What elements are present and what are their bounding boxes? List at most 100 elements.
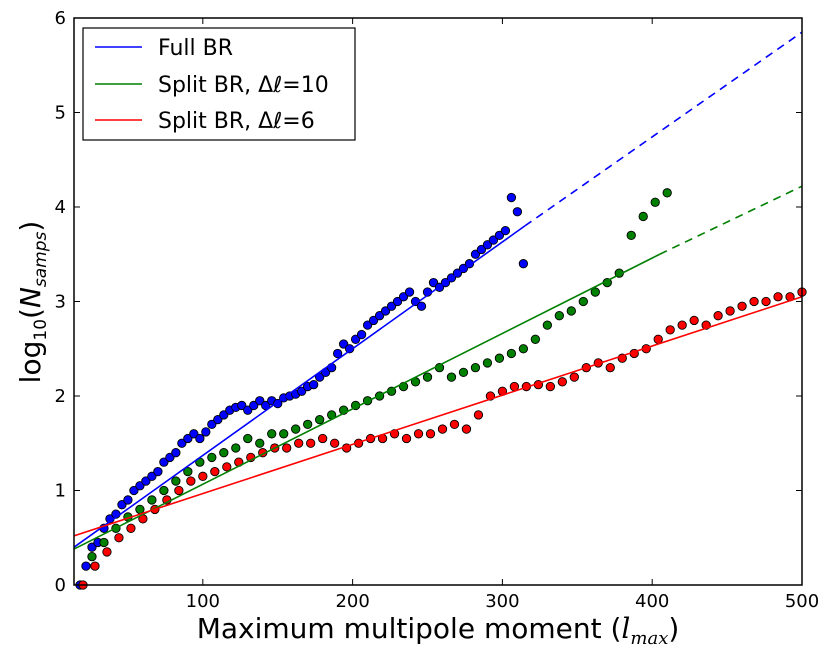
x-axis-label: Maximum multipole moment (lmax) bbox=[197, 612, 680, 649]
x-tick-label-400: 400 bbox=[635, 591, 669, 612]
legend-label-split-br-10: Split BR, Δℓ=10 bbox=[158, 73, 329, 98]
x-tick-label-100: 100 bbox=[186, 591, 220, 612]
data-point-split-br-6-20 bbox=[318, 433, 328, 444]
data-point-split-br-6-17 bbox=[282, 443, 292, 453]
data-point-full-br-51 bbox=[380, 306, 391, 316]
data-point-split-br-6-58 bbox=[773, 292, 783, 302]
y-axis-label-var: N bbox=[14, 287, 47, 308]
data-point-split-br-6-4 bbox=[126, 523, 136, 533]
data-point-full-br-68 bbox=[482, 240, 493, 250]
data-point-split-br-6-44 bbox=[605, 362, 615, 373]
data-point-full-br-66 bbox=[470, 249, 481, 259]
data-point-split-br-10-4 bbox=[135, 504, 145, 515]
data-point-split-br-6-2 bbox=[102, 547, 112, 557]
y-tick-label-1: 1 bbox=[55, 481, 66, 502]
data-point-full-br-21 bbox=[201, 427, 211, 437]
data-point-split-br-6-18 bbox=[294, 438, 304, 448]
data-point-split-br-10-10 bbox=[207, 452, 217, 463]
data-point-full-br-11 bbox=[141, 476, 151, 486]
x-axis-label-close: ) bbox=[668, 612, 679, 645]
axis-ticks: 100 200 300 400 500 0 1 2 3 4 5 6 bbox=[55, 8, 820, 612]
data-point-split-br-10-39 bbox=[554, 311, 564, 321]
data-point-full-br-47 bbox=[356, 329, 367, 340]
data-point-full-br-15 bbox=[165, 452, 175, 463]
data-point-full-br-18 bbox=[183, 433, 193, 444]
data-point-full-br-27 bbox=[237, 400, 247, 411]
data-point-split-br-10-40 bbox=[566, 306, 576, 316]
data-point-split-br-10-19 bbox=[315, 414, 325, 425]
data-point-full-br-74 bbox=[518, 259, 529, 269]
data-point-split-br-10-14 bbox=[255, 438, 265, 448]
data-point-split-br-10-13 bbox=[243, 433, 253, 444]
y-tick-label-6: 6 bbox=[55, 8, 66, 29]
data-point-split-br-6-29 bbox=[425, 429, 436, 439]
y-tick-label-4: 4 bbox=[55, 197, 66, 218]
data-point-split-br-6-56 bbox=[749, 296, 759, 307]
data-point-full-br-69 bbox=[488, 235, 499, 245]
data-point-full-br-16 bbox=[171, 448, 181, 458]
data-point-full-br-54 bbox=[398, 292, 409, 302]
x-tick-label-300: 300 bbox=[485, 591, 519, 612]
data-point-full-br-50 bbox=[374, 311, 385, 321]
data-point-full-br-14 bbox=[159, 457, 169, 467]
data-point-split-br-6-54 bbox=[725, 306, 735, 316]
data-point-split-br-10-45 bbox=[626, 230, 636, 241]
data-point-full-br-55 bbox=[404, 287, 415, 297]
data-point-split-br-6-53 bbox=[713, 311, 723, 321]
y-axis-label: log10(Nsamps) bbox=[14, 221, 51, 384]
data-point-full-br-13 bbox=[153, 466, 163, 477]
data-point-full-br-44 bbox=[338, 339, 349, 349]
data-point-full-br-30 bbox=[255, 396, 265, 406]
data-point-split-br-10-8 bbox=[183, 466, 193, 477]
data-point-full-br-12 bbox=[147, 471, 157, 481]
data-point-split-br-10-18 bbox=[303, 419, 313, 429]
data-point-full-br-72 bbox=[506, 192, 517, 203]
x-axis-label-text: Maximum multipole moment ( bbox=[197, 612, 622, 645]
data-point-split-br-10-28 bbox=[422, 372, 433, 382]
data-point-split-br-6-57 bbox=[761, 296, 771, 307]
legend-label-split-br-6: Split BR, Δℓ=6 bbox=[158, 109, 315, 134]
data-point-full-br-17 bbox=[177, 438, 187, 448]
data-point-split-br-6-8 bbox=[174, 485, 184, 496]
data-points bbox=[75, 188, 807, 590]
x-axis-label-var: l bbox=[621, 612, 630, 645]
data-point-split-br-10-12 bbox=[231, 443, 241, 453]
data-point-split-br-6-10 bbox=[198, 471, 208, 481]
data-point-split-br-10-30 bbox=[446, 372, 457, 382]
data-point-split-br-10-32 bbox=[470, 362, 481, 373]
data-point-full-br-53 bbox=[392, 296, 403, 307]
data-point-full-br-2 bbox=[87, 542, 97, 552]
data-point-split-br-10-0 bbox=[87, 552, 97, 562]
data-point-full-br-22 bbox=[207, 419, 217, 429]
fit-line-dashed-full-br bbox=[524, 31, 803, 227]
data-point-split-br-10-36 bbox=[518, 344, 529, 354]
data-point-split-br-6-39 bbox=[545, 381, 555, 392]
data-point-split-br-6-3 bbox=[114, 533, 124, 543]
x-axis-label-sub: max bbox=[630, 628, 668, 649]
data-point-split-br-6-21 bbox=[329, 438, 340, 448]
fit-lines bbox=[73, 31, 803, 550]
data-point-full-br-48 bbox=[362, 320, 373, 330]
data-point-split-br-10-47 bbox=[650, 197, 660, 207]
data-point-split-br-6-9 bbox=[186, 476, 196, 486]
y-tick-label-0: 0 bbox=[55, 575, 66, 596]
data-point-split-br-6-51 bbox=[689, 315, 699, 326]
data-point-split-br-10-6 bbox=[159, 485, 169, 496]
data-point-split-br-6-1 bbox=[90, 561, 100, 571]
fit-line-solid-split-br-10 bbox=[73, 253, 661, 550]
data-point-split-br-10-31 bbox=[458, 367, 469, 378]
data-point-split-br-6-40 bbox=[557, 377, 567, 387]
data-point-split-br-6-49 bbox=[665, 325, 675, 335]
data-point-split-br-10-38 bbox=[542, 320, 552, 330]
data-point-split-br-10-15 bbox=[267, 429, 277, 439]
data-point-full-br-67 bbox=[476, 244, 487, 255]
data-point-full-br-42 bbox=[326, 362, 337, 373]
data-point-split-br-6-41 bbox=[569, 372, 579, 382]
data-point-full-br-70 bbox=[494, 230, 505, 241]
data-point-split-br-6-31 bbox=[449, 419, 460, 429]
data-point-full-br-19 bbox=[189, 429, 199, 439]
fit-line-dashed-split-br-10 bbox=[659, 185, 803, 255]
data-point-full-br-10 bbox=[135, 481, 145, 491]
fit-line-solid-split-br-6 bbox=[73, 296, 803, 537]
